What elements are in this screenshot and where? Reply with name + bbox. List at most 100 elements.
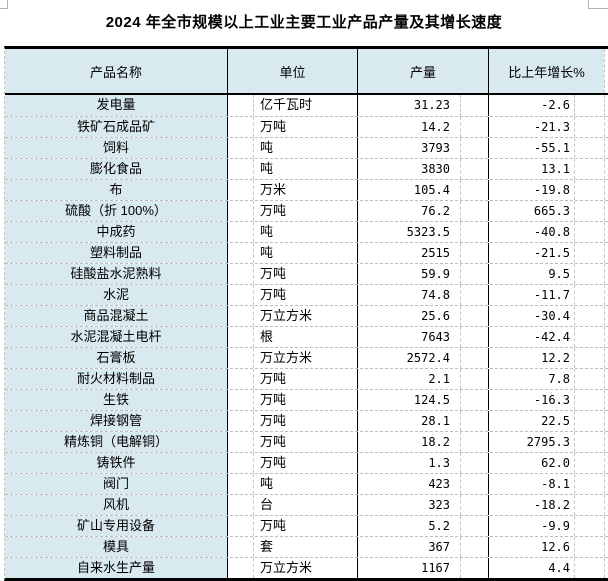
cell-spacer [227, 201, 253, 221]
cell-growth: 22.5 [488, 411, 574, 431]
cell-unit: 吨 [253, 138, 357, 158]
table-body: 发电量 亿千瓦时 31.23 -2.6 铁矿石成品矿 万吨 14.2 -21.3… [5, 95, 608, 578]
cell-product-name: 模具 [5, 537, 227, 557]
cell-growth: 12.6 [488, 537, 574, 557]
cell-output: 31.23 [357, 95, 460, 116]
cell-product-name: 生铁 [5, 390, 227, 410]
cell-unit: 吨 [253, 222, 357, 242]
cell-spacer [574, 306, 604, 326]
cell-product-name: 商品混凝土 [5, 306, 227, 326]
cell-product-name: 石膏板 [5, 348, 227, 368]
cell-unit: 万吨 [253, 285, 357, 305]
cell-output: 323 [357, 495, 460, 515]
cell-spacer [227, 516, 253, 536]
cell-growth: -21.5 [488, 243, 574, 263]
cell-output: 18.2 [357, 432, 460, 452]
cell-spacer [227, 474, 253, 494]
cell-unit: 万吨 [253, 516, 357, 536]
cell-spacer [460, 516, 488, 536]
cell-output: 124.5 [357, 390, 460, 410]
cell-spacer [460, 306, 488, 326]
cell-product-name: 自来水生产量 [5, 558, 227, 578]
cell-spacer [604, 474, 608, 494]
cell-unit: 万立方米 [253, 348, 357, 368]
cell-growth: -42.4 [488, 327, 574, 347]
cell-spacer [604, 558, 608, 578]
cell-spacer [574, 537, 604, 557]
cell-unit: 万吨 [253, 369, 357, 389]
cell-output: 28.1 [357, 411, 460, 431]
table-row: 耐火材料制品 万吨 2.1 7.8 [5, 368, 608, 389]
table-row: 水泥混凝土电杆 根 7643 -42.4 [5, 326, 608, 347]
spreadsheet-gridline-corner-left [0, 0, 8, 9]
cell-spacer [227, 159, 253, 179]
cell-growth: 665.3 [488, 201, 574, 221]
cell-spacer [604, 95, 608, 116]
cell-product-name: 饲料 [5, 138, 227, 158]
cell-spacer [604, 516, 608, 536]
header-unit: 单位 [227, 49, 357, 93]
cell-spacer [460, 390, 488, 410]
cell-output: 59.9 [357, 264, 460, 284]
cell-growth: 9.5 [488, 264, 574, 284]
cell-output: 7643 [357, 327, 460, 347]
cell-growth: -2.6 [488, 95, 574, 116]
cell-unit: 万米 [253, 180, 357, 200]
cell-spacer [227, 264, 253, 284]
cell-growth: 2795.3 [488, 432, 574, 452]
cell-unit: 台 [253, 495, 357, 515]
cell-spacer [574, 243, 604, 263]
table-row: 自来水生产量 万立方米 1167 4.4 [5, 557, 608, 578]
cell-product-name: 水泥 [5, 285, 227, 305]
cell-unit: 吨 [253, 159, 357, 179]
cell-output: 367 [357, 537, 460, 557]
cell-unit: 吨 [253, 474, 357, 494]
cell-product-name: 风机 [5, 495, 227, 515]
cell-spacer [227, 537, 253, 557]
cell-output: 5323.5 [357, 222, 460, 242]
header-product-name: 产品名称 [89, 64, 142, 80]
cell-spacer [604, 243, 608, 263]
cell-growth: 7.8 [488, 369, 574, 389]
cell-growth: -16.3 [488, 390, 574, 410]
cell-growth: 12.2 [488, 348, 574, 368]
cell-spacer [460, 243, 488, 263]
cell-spacer [574, 495, 604, 515]
table-row: 硅酸盐水泥熟料 万吨 59.9 9.5 [5, 263, 608, 284]
cell-output: 25.6 [357, 306, 460, 326]
cell-spacer [574, 516, 604, 536]
cell-spacer [604, 222, 608, 242]
cell-spacer [574, 117, 604, 137]
cell-growth: 62.0 [488, 453, 574, 473]
cell-spacer [460, 117, 488, 137]
cell-product-name: 膨化食品 [5, 159, 227, 179]
cell-spacer [574, 453, 604, 473]
cell-output: 2572.4 [357, 348, 460, 368]
cell-spacer [227, 306, 253, 326]
cell-product-name: 塑料制品 [5, 243, 227, 263]
cell-growth: 13.1 [488, 159, 574, 179]
cell-spacer [574, 327, 604, 347]
cell-spacer [604, 432, 608, 452]
cell-spacer [460, 285, 488, 305]
cell-spacer [574, 138, 604, 158]
cell-growth: -9.9 [488, 516, 574, 536]
cell-spacer [460, 222, 488, 242]
cell-unit: 万吨 [253, 432, 357, 452]
products-table: 产品名称 单位 产量 比上年增长% 发电量 亿千瓦时 31.23 -2.6 铁矿… [4, 46, 608, 581]
cell-spacer [227, 369, 253, 389]
cell-spacer [574, 369, 604, 389]
spreadsheet-gridline-corner-right [588, 0, 608, 9]
cell-spacer [227, 495, 253, 515]
cell-spacer [604, 495, 608, 515]
cell-spacer [227, 138, 253, 158]
cell-spacer [574, 474, 604, 494]
cell-product-name: 铸铁件 [5, 453, 227, 473]
cell-spacer [460, 327, 488, 347]
cell-unit: 万吨 [253, 201, 357, 221]
cell-unit: 吨 [253, 243, 357, 263]
cell-spacer [227, 411, 253, 431]
cell-output: 5.2 [357, 516, 460, 536]
cell-spacer [460, 201, 488, 221]
cell-growth: 4.4 [488, 558, 574, 578]
